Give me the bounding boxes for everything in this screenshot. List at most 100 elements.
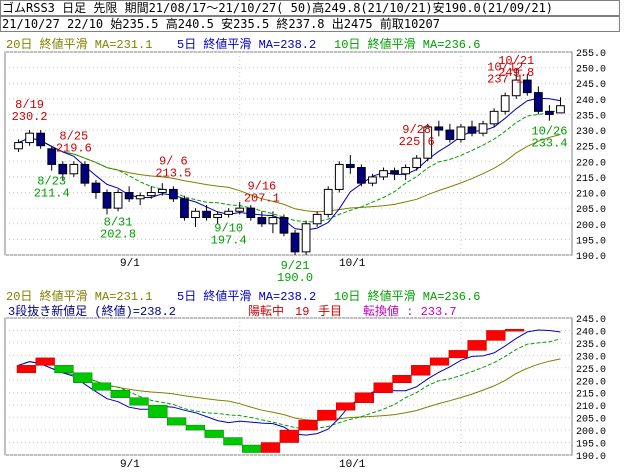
candle-body-down bbox=[168, 188, 178, 200]
legend2-reversal: 転換値 : 233.7 bbox=[363, 303, 457, 319]
main-grid bbox=[5, 51, 572, 256]
candle bbox=[25, 130, 34, 146]
main-y-tick: 210.0 bbox=[576, 190, 606, 201]
candle bbox=[489, 108, 499, 127]
main-y-tick: 220.0 bbox=[576, 158, 606, 169]
legend2-count: 19 bbox=[295, 305, 309, 319]
main-chart-frame bbox=[4, 51, 573, 256]
annotation-date: 9/28 bbox=[402, 123, 431, 137]
main-y-tick: 205.0 bbox=[576, 205, 606, 216]
candle bbox=[379, 167, 388, 181]
sub-y-tick: 235.0 bbox=[576, 340, 606, 351]
main-x-tick-1: 10/1 bbox=[339, 258, 366, 270]
legend2-ma10: 10日 終値平滑 MA=236.6 bbox=[334, 288, 480, 304]
candle-body-down bbox=[257, 217, 267, 225]
candle bbox=[124, 186, 134, 202]
candle-body-down bbox=[533, 92, 543, 112]
candle bbox=[290, 230, 300, 255]
annotation-value: 213.5 bbox=[155, 166, 191, 180]
candle bbox=[168, 186, 178, 202]
break-block-down bbox=[148, 404, 168, 418]
candle-body-up bbox=[25, 132, 34, 144]
annotation-value: 211.4 bbox=[34, 187, 70, 201]
candle-body-up bbox=[489, 110, 499, 125]
sub-y-tick: 205.0 bbox=[576, 415, 606, 426]
legend2-status: 陽転中 bbox=[248, 303, 284, 319]
candle-body-down bbox=[180, 198, 189, 219]
candle bbox=[334, 161, 344, 193]
break-block-up bbox=[16, 365, 37, 374]
candle bbox=[345, 155, 355, 174]
annotation-value: 233.4 bbox=[531, 137, 567, 151]
annotation-date: 10/12 bbox=[487, 61, 523, 75]
candle bbox=[545, 105, 554, 121]
break-block-up bbox=[298, 419, 318, 431]
candle bbox=[467, 120, 477, 137]
candle-body-down bbox=[202, 210, 211, 219]
candle bbox=[556, 97, 565, 114]
main-y-tick: 195.0 bbox=[576, 236, 606, 247]
candle-body-up bbox=[401, 167, 411, 175]
legend-ma10: 10日 終値平滑 MA=236.6 bbox=[334, 36, 480, 52]
header-title-frame bbox=[0, 0, 620, 16]
candle bbox=[445, 123, 455, 143]
candle bbox=[478, 120, 488, 137]
candle-body-up bbox=[224, 210, 234, 215]
candle bbox=[69, 161, 79, 177]
candle-body-up bbox=[334, 163, 344, 190]
break-block-up bbox=[411, 365, 431, 376]
candle bbox=[522, 73, 532, 96]
candle-body-down bbox=[290, 232, 300, 253]
candle-body-up bbox=[213, 213, 222, 219]
candles bbox=[14, 68, 565, 255]
candle bbox=[235, 201, 245, 215]
break-blocks bbox=[16, 328, 525, 453]
break-block-up bbox=[486, 330, 506, 341]
break-block-down bbox=[242, 444, 262, 453]
main-ma10-line bbox=[18, 109, 561, 223]
candle-body-down bbox=[467, 126, 477, 134]
candle-body-down bbox=[246, 207, 256, 219]
legend2-ma20: 20日 終値平滑 MA=231.1 bbox=[6, 288, 152, 304]
main-y-tick: 225.0 bbox=[576, 143, 606, 154]
legend2-ma5: 5日 終値平滑 MA=238.2 bbox=[177, 288, 316, 304]
sub-y-tick: 215.0 bbox=[576, 390, 606, 401]
break-block-down bbox=[91, 382, 112, 391]
sub-y-tick: 230.0 bbox=[576, 352, 606, 363]
candle-body-up bbox=[423, 126, 433, 159]
candle-body-down bbox=[279, 217, 289, 234]
candle bbox=[533, 86, 543, 115]
annotation-date: 10/21 bbox=[498, 54, 534, 68]
main-y-tick: 235.0 bbox=[576, 111, 606, 122]
main-y-tick: 255.0 bbox=[576, 49, 606, 60]
sub-y-tick: 220.0 bbox=[576, 377, 606, 388]
break-block-up bbox=[504, 328, 525, 332]
break-block-down bbox=[129, 397, 149, 406]
candle bbox=[423, 123, 433, 162]
candle bbox=[246, 205, 256, 221]
candle bbox=[412, 155, 422, 171]
candle-body-up bbox=[301, 223, 311, 253]
annotation-value: 237.1 bbox=[487, 73, 523, 87]
sub-x-tick-1: 10/1 bbox=[339, 459, 366, 471]
main-y-tick: 250.0 bbox=[576, 65, 606, 76]
main-y-tick: 230.0 bbox=[576, 127, 606, 138]
break-block-down bbox=[223, 437, 243, 446]
sub-chart-frame bbox=[4, 317, 573, 456]
candle-body-up bbox=[14, 142, 23, 150]
main-y-tick: 190.0 bbox=[576, 252, 606, 263]
candle bbox=[511, 68, 521, 99]
break-block-up bbox=[429, 357, 450, 366]
annotation-value: 219.6 bbox=[56, 141, 92, 155]
annotation-date: 9/10 bbox=[214, 222, 243, 236]
candle-body-down bbox=[47, 148, 57, 165]
break-block-down bbox=[166, 417, 187, 426]
candle bbox=[180, 195, 189, 221]
break-block-up bbox=[373, 382, 393, 393]
break-block-up bbox=[467, 340, 487, 351]
candle bbox=[157, 183, 167, 196]
break-block-up bbox=[354, 392, 375, 403]
candle bbox=[268, 211, 278, 234]
candle-body-down bbox=[522, 79, 532, 94]
candle-body-down bbox=[80, 163, 90, 184]
